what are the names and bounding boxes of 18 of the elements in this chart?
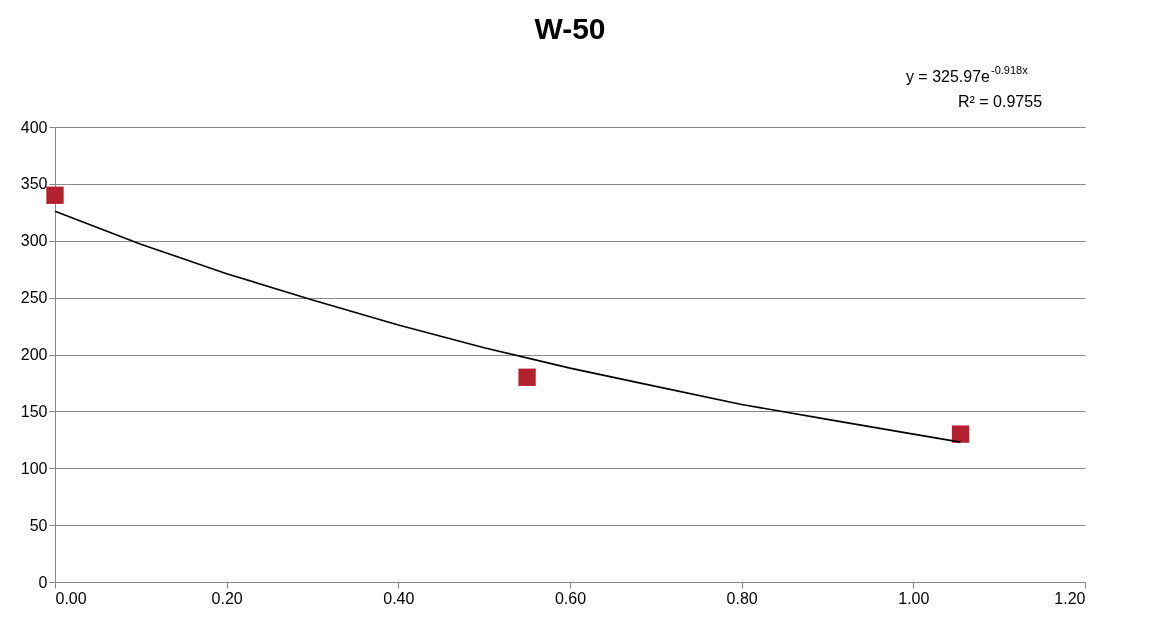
y-tick-label: 100 (20, 459, 48, 477)
chart-title: W-50 (534, 12, 606, 45)
y-tick-label: 300 (20, 232, 48, 250)
y-tick-label: 400 (20, 118, 48, 136)
x-tick-label: 0.00 (55, 589, 87, 607)
y-tick-label: 350 (20, 175, 48, 193)
text: R² = 0.9755 (957, 93, 1043, 110)
x-tick-label: 0.60 (554, 589, 587, 607)
x-tick-label: 0.20 (211, 589, 243, 607)
y-tick-label: 250 (20, 289, 48, 307)
x-tick-label: 0.80 (726, 589, 758, 607)
y-tick-label: 150 (20, 402, 48, 420)
x-tick-label: 0.40 (383, 589, 415, 607)
x-tick-label: 1.20 (1054, 589, 1086, 607)
y-tick-label: 50 (29, 516, 48, 534)
y-tick-label: 0 (38, 573, 48, 591)
y-tick-label: 200 (20, 346, 48, 363)
x-tick-label: 1.00 (898, 589, 930, 607)
